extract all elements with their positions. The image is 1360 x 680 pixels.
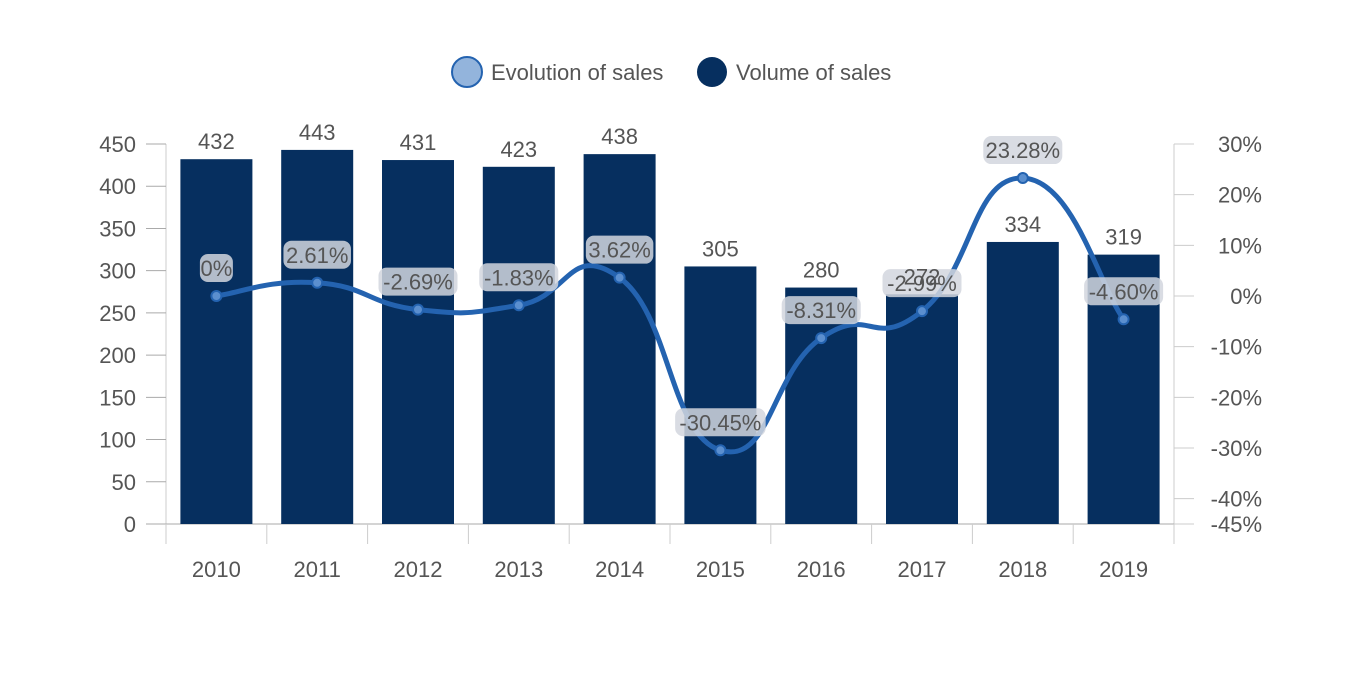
bar-2014 [583, 154, 656, 524]
x-tick-label: 2019 [1099, 557, 1148, 582]
evolution-point-2017 [916, 305, 928, 318]
y-left-tick-label: 100 [99, 428, 136, 453]
axes: 0 50 100 150 200 250 300 350 400 450 -45%-40% -30% -… [99, 132, 1262, 582]
evolution-label-bg [1084, 277, 1164, 306]
x-tick-label: 2015 [696, 557, 745, 582]
x-tick-label: 2017 [898, 557, 947, 582]
bar-value-label: 319 [1105, 225, 1142, 250]
evolution-value-label: -2.69% [383, 270, 453, 295]
y-left-tick-label: 200 [99, 343, 136, 368]
evolution-point-2013 [512, 299, 525, 312]
y-right-tick-label: 30% [1218, 132, 1262, 157]
evolution-label-group: 0% [199, 254, 233, 282]
bar-2018 [986, 241, 1059, 524]
y-right-tick-label: 0% [1230, 284, 1262, 309]
bar-2017 [886, 294, 958, 524]
evolution-label-group: 2.61% [283, 240, 351, 269]
evolution-point-2016 [815, 332, 828, 345]
y-left-tick-label: 450 [99, 132, 136, 157]
evolution-label-bg [199, 254, 233, 282]
y-right-tick-label: -30% [1211, 436, 1262, 461]
bars [180, 149, 1160, 525]
legend-marker-volume [697, 57, 727, 87]
evolution-value-label: 0% [201, 256, 233, 281]
bar-value-label: 272 [904, 264, 941, 289]
bar-2011 [281, 149, 354, 524]
evolution-value-label: 2.61% [286, 243, 348, 268]
evolution-point-2010 [210, 290, 223, 302]
legend-label-evolution: Evolution of sales [491, 60, 663, 85]
evolution-label-bg [585, 235, 654, 264]
bar-value-label: 334 [1004, 212, 1041, 237]
bar-value-label: 280 [803, 258, 840, 283]
evolution-point-2011 [311, 276, 324, 289]
evolution-label-bg [378, 267, 458, 296]
y-right-tick-label: 20% [1218, 183, 1262, 208]
y-right-tick-label: -40% [1211, 487, 1262, 512]
evolution-line-layer: 0% 2.61% -2.69% -1.83% 3.62% -30.45% -8.31% -2.… [199, 136, 1164, 457]
y-right-tick-label: -10% [1211, 335, 1262, 360]
y-left-tick-label: 0 [124, 512, 136, 537]
x-tick-label: 2018 [998, 557, 1047, 582]
y-left-tick-label: 300 [99, 259, 136, 284]
evolution-point-2015 [714, 444, 727, 457]
evolution-label-group: -30.45% [675, 408, 766, 437]
legend-label-volume: Volume of sales [736, 60, 891, 85]
evolution-value-label: 3.62% [588, 238, 650, 263]
evolution-label-group: -2.99% [882, 269, 962, 298]
evolution-point-2018 [1016, 172, 1029, 185]
evolution-label-group: -4.60% [1084, 277, 1164, 306]
x-tick-label: 2012 [394, 557, 443, 582]
y-left-tick-label: 400 [99, 174, 136, 199]
bar-2015 [684, 266, 757, 524]
evolution-label-bg [781, 296, 861, 325]
evolution-value-label: -8.31% [786, 298, 856, 323]
evolution-label-bg [882, 269, 962, 298]
evolution-label-group: 3.62% [585, 235, 654, 264]
bar-value-label: 438 [601, 124, 638, 149]
legend-marker-evolution [451, 56, 483, 88]
evolution-label-bg [675, 408, 766, 437]
x-tick-label: 2016 [797, 557, 846, 582]
y-left-tick-label: 150 [99, 385, 136, 410]
y-right-tick-label: -45% [1211, 512, 1262, 537]
bar-value-label: 432 [198, 129, 235, 154]
y-left-tick-label: 250 [99, 301, 136, 326]
bar-value-label: 443 [299, 120, 336, 145]
bar-2012 [382, 160, 454, 525]
evolution-label-bg [983, 136, 1063, 165]
evolution-value-label: -30.45% [679, 410, 761, 435]
evolution-point-2019 [1117, 313, 1130, 326]
bar-2010 [180, 159, 253, 524]
y-left-tick-label: 50 [112, 470, 136, 495]
data-labels: 432 443 431 423 438 305 280 272 334 319 [198, 120, 1142, 289]
bar-value-label: 431 [400, 130, 437, 155]
evolution-value-label: 23.28% [985, 138, 1060, 163]
y-left-tick-label: 350 [99, 216, 136, 241]
evolution-label-bg [479, 263, 559, 292]
x-tick-label: 2011 [294, 557, 341, 582]
evolution-label-group: -8.31% [781, 296, 861, 325]
y-right-tick-label: -20% [1211, 385, 1262, 410]
evolution-value-label: -2.99% [887, 271, 957, 296]
evolution-label-group: -2.69% [378, 267, 458, 296]
evolution-label-group: 23.28% [983, 136, 1063, 165]
evolution-value-label: -4.60% [1089, 279, 1159, 304]
bar-value-label: 423 [500, 137, 537, 162]
x-tick-label: 2014 [595, 557, 644, 582]
evolution-line [213, 175, 1127, 455]
legend: Evolution of sales Volume of sales [451, 56, 891, 88]
evolution-value-label: -1.83% [484, 265, 554, 290]
evolution-label-group: -1.83% [479, 263, 559, 292]
bar-value-label: 305 [702, 236, 739, 261]
y-right-tick-label: 10% [1218, 233, 1262, 258]
bar-2013 [482, 166, 555, 525]
evolution-point-2012 [412, 303, 424, 316]
evolution-label-bg [283, 240, 351, 269]
x-tick-label: 2010 [192, 557, 241, 582]
x-tick-label: 2013 [494, 557, 543, 582]
evolution-point-2014 [613, 271, 626, 284]
